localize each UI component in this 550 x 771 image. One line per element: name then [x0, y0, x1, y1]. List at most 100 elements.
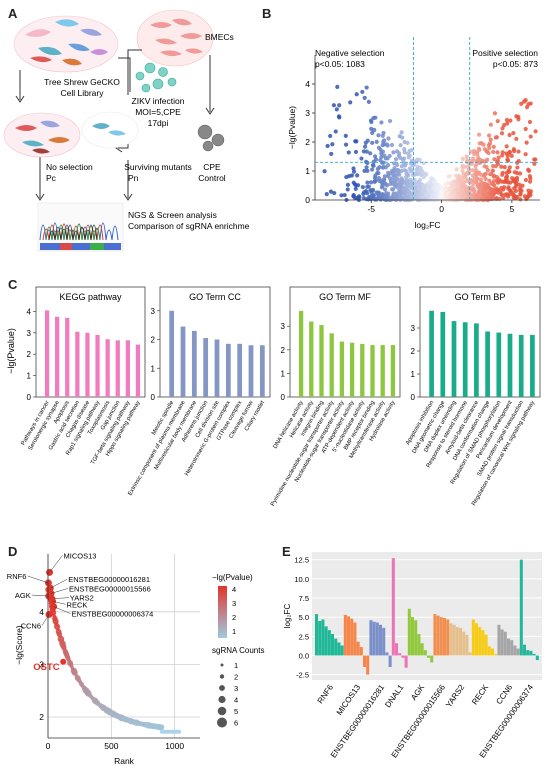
highlight-label: OSTC — [33, 662, 60, 673]
gene-bar — [423, 650, 427, 656]
y-tick-label: 1 — [281, 369, 286, 378]
volcano-point — [508, 180, 513, 185]
volcano-point — [475, 182, 480, 187]
volcano-point — [393, 197, 398, 202]
volcano-point — [401, 190, 406, 195]
gene-bar — [465, 634, 469, 656]
volcano-point — [421, 196, 426, 201]
volcano-point — [388, 178, 394, 184]
y-tick-label: 2 — [39, 712, 44, 722]
size-legend-label: 3 — [234, 684, 238, 693]
volcano-point — [417, 187, 423, 192]
volcano-point — [371, 159, 377, 164]
volcano-point — [492, 111, 498, 116]
volcano-point — [515, 165, 520, 170]
gene-bar — [507, 638, 511, 656]
gene-bar — [321, 619, 325, 656]
bar — [485, 331, 490, 397]
gene-bar — [532, 653, 536, 656]
workflow-arrows — [15, 49, 215, 201]
y-tick-label: 2.5 — [299, 632, 309, 641]
volcano-point — [479, 141, 484, 146]
volcano-point — [460, 186, 465, 191]
bar — [65, 317, 70, 397]
volcano-point — [453, 197, 458, 202]
volcano-point — [368, 151, 373, 156]
bar — [319, 325, 324, 397]
annotation-positive-count: p<0.05: 873 — [493, 59, 538, 69]
bar — [349, 342, 355, 397]
gene-bar — [347, 616, 351, 656]
volcano-point — [502, 164, 507, 170]
bar — [115, 340, 120, 397]
volcano-point — [516, 149, 521, 154]
panel-a: A BMECs Tree Shrew GeCKO Cell Library — [0, 0, 250, 275]
surviving-cells — [92, 123, 126, 136]
volcano-point — [399, 164, 404, 169]
bar — [360, 343, 365, 397]
volcano-point — [365, 184, 370, 189]
gene-bar — [494, 653, 498, 656]
panel-b: B -5 0 5 0 1 2 3 4 log₂FC −lg(Pvalue) Negative sel… — [255, 0, 550, 275]
volcano-point — [466, 171, 471, 176]
volcano-point — [365, 138, 370, 143]
highlight-point — [60, 658, 67, 665]
volcano-point — [345, 182, 351, 187]
y-tick-label: 2 — [281, 346, 286, 355]
size-legend-dot — [217, 717, 227, 728]
volcano-point — [495, 161, 501, 166]
gene-bar — [395, 643, 399, 656]
bar — [105, 339, 110, 397]
volcano-point — [377, 178, 382, 184]
volcano-point — [374, 139, 379, 144]
volcano-point — [491, 179, 497, 184]
bar — [75, 331, 80, 397]
gene-bar — [353, 622, 357, 656]
bar — [191, 330, 197, 397]
panel-letter-d: D — [8, 544, 18, 559]
no-selection-cells — [15, 120, 70, 154]
volcano-point — [461, 193, 467, 198]
volcano-point — [460, 163, 465, 168]
volcano-point — [532, 157, 537, 162]
volcano-point — [417, 183, 422, 189]
bar — [180, 326, 186, 397]
volcano-point — [454, 173, 459, 178]
volcano-point — [337, 103, 342, 108]
x-tick-label: 1000 — [165, 741, 184, 751]
volcano-point — [466, 167, 471, 172]
labeled-point — [46, 568, 54, 576]
volcano-point — [499, 131, 505, 136]
volcano-point — [344, 174, 349, 180]
y-tick-label: 2 — [151, 336, 156, 345]
volcano-point — [339, 193, 344, 198]
bar — [380, 345, 385, 397]
point-label: AGK — [15, 591, 31, 600]
volcano-point — [325, 143, 330, 149]
volcano-point — [382, 138, 387, 143]
volcano-point — [507, 165, 512, 170]
annotation-negative-title: Negative selection — [315, 48, 385, 58]
gene-bar — [340, 645, 344, 656]
volcano-point — [395, 168, 400, 173]
gene-bar — [484, 634, 488, 656]
volcano-point — [382, 153, 387, 158]
volcano-point — [389, 142, 395, 148]
volcano-point — [517, 182, 522, 187]
volcano-point — [370, 130, 375, 135]
panel-letter-c: C — [8, 277, 18, 292]
volcano-point — [382, 187, 388, 192]
color-legend-tick: 4 — [232, 585, 236, 594]
point-label: RNF6 — [7, 572, 27, 581]
volcano-point — [507, 132, 512, 138]
panel-letter-a: A — [8, 6, 18, 21]
gene-bar — [420, 643, 424, 656]
panel-d: D MICOS13 RNF6 ENSTBEG00000016281 ENSTBEG00… — [0, 540, 280, 771]
no-selection-oval — [3, 112, 81, 158]
volcano-point — [328, 189, 334, 194]
volcano-point — [412, 177, 417, 182]
gene-bar — [513, 645, 517, 656]
volcano-point — [526, 168, 532, 173]
